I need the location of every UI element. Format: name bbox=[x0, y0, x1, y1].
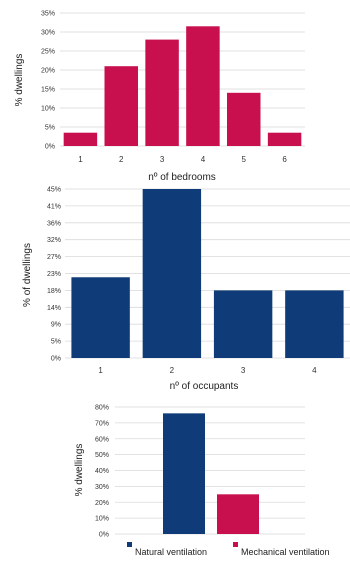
y-tick-label: 9% bbox=[51, 322, 61, 329]
x-tick-label: 5 bbox=[242, 155, 247, 164]
y-axis-label: % dwellings bbox=[14, 54, 25, 107]
y-tick-label: 0% bbox=[99, 532, 109, 539]
legend-label: Mechanical ventilation bbox=[241, 547, 330, 557]
y-tick-label: 60% bbox=[95, 436, 109, 443]
bar bbox=[217, 494, 259, 534]
y-tick-label: 25% bbox=[41, 49, 55, 56]
y-tick-label: 5% bbox=[45, 125, 55, 132]
y-tick-label: 10% bbox=[95, 516, 109, 523]
y-tick-label: 18% bbox=[47, 288, 61, 295]
bar bbox=[105, 66, 138, 146]
y-tick-label: 45% bbox=[47, 187, 61, 194]
y-tick-label: 40% bbox=[95, 468, 109, 475]
bar bbox=[285, 290, 343, 358]
y-tick-label: 80% bbox=[95, 405, 109, 412]
legend-swatch bbox=[127, 542, 132, 547]
x-tick-label: 1 bbox=[78, 155, 83, 164]
y-tick-label: 41% bbox=[47, 203, 61, 210]
x-axis-label: nº of bedrooms bbox=[148, 172, 216, 183]
x-tick-label: 3 bbox=[160, 155, 165, 164]
chart-bedrooms: 0% 5% 10% 15% 20% 25% 30% 35% 1 2 3 4 5 6 nº of bedroo… bbox=[14, 11, 305, 184]
y-tick-label: 35% bbox=[41, 11, 55, 18]
y-tick-label: 0% bbox=[51, 356, 61, 363]
y-axis-label: % of dwellings bbox=[22, 243, 33, 307]
x-tick-label: 2 bbox=[170, 366, 175, 375]
y-tick-label: 14% bbox=[47, 305, 61, 312]
x-tick-label: 3 bbox=[241, 366, 246, 375]
legend-swatch bbox=[233, 542, 238, 547]
bar bbox=[227, 93, 260, 146]
bar bbox=[186, 26, 219, 146]
chart-ventilation: 0% 10% 20% 30% 40% 50% 60% 70% 80% % dwellings Nat… bbox=[74, 405, 330, 558]
bar bbox=[64, 133, 97, 146]
y-tick-label: 36% bbox=[47, 220, 61, 227]
x-tick-label: 1 bbox=[98, 366, 103, 375]
bar bbox=[163, 413, 205, 534]
x-axis-label: nº of occupants bbox=[170, 381, 239, 392]
y-tick-label: 30% bbox=[41, 30, 55, 37]
y-tick-label: 50% bbox=[95, 452, 109, 459]
bar bbox=[143, 189, 201, 358]
y-tick-label: 10% bbox=[41, 106, 55, 113]
y-tick-label: 20% bbox=[95, 500, 109, 507]
bar bbox=[145, 40, 178, 146]
bar bbox=[214, 290, 272, 358]
x-tick-label: 4 bbox=[312, 366, 317, 375]
x-tick-label: 2 bbox=[119, 155, 124, 164]
y-tick-label: 27% bbox=[47, 254, 61, 261]
y-tick-label: 20% bbox=[41, 68, 55, 75]
bar bbox=[268, 133, 301, 146]
legend-label: Natural ventilation bbox=[135, 547, 207, 557]
y-tick-label: 5% bbox=[51, 339, 61, 346]
bar bbox=[71, 277, 129, 358]
y-tick-label: 32% bbox=[47, 237, 61, 244]
y-tick-label: 30% bbox=[95, 484, 109, 491]
y-tick-label: 23% bbox=[47, 271, 61, 278]
y-axis-label: % dwellings bbox=[74, 444, 85, 497]
y-tick-label: 0% bbox=[45, 144, 55, 151]
chart-occupants: 0% 5% 9% 14% 18% 23% 27% 32% 36% 41% 45% 1 2 3 4 nº of … bbox=[22, 187, 350, 393]
x-tick-label: 4 bbox=[201, 155, 206, 164]
y-tick-label: 15% bbox=[41, 87, 55, 94]
y-tick-label: 70% bbox=[95, 420, 109, 427]
x-tick-label: 6 bbox=[282, 155, 287, 164]
